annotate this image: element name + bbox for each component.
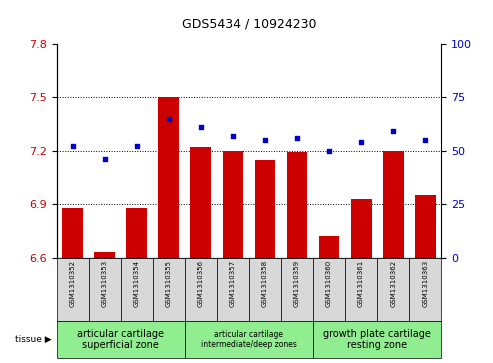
Point [421,137,429,143]
Text: articular cartilage
superficial zone: articular cartilage superficial zone [77,329,164,350]
Point [261,137,269,143]
Point [133,143,141,149]
Text: GSM1310363: GSM1310363 [422,260,428,307]
Bar [345,258,377,321]
Bar [351,199,372,258]
Bar [377,258,409,321]
Point [389,129,397,134]
Text: GSM1310357: GSM1310357 [230,260,236,307]
Point [165,115,173,121]
Bar [158,97,179,258]
Point [293,135,301,141]
Text: articular cartilage
intermediate/deep zones: articular cartilage intermediate/deep zo… [201,330,297,349]
Bar [217,258,249,321]
Bar [185,258,217,321]
Text: GSM1310358: GSM1310358 [262,260,268,307]
Bar [185,321,313,358]
Point [229,133,237,139]
Point [197,124,205,130]
Text: GSM1310352: GSM1310352 [70,260,76,307]
Bar [281,258,313,321]
Point [69,143,77,149]
Bar [126,208,147,258]
Bar [121,258,153,321]
Bar [318,236,340,258]
Bar [222,151,244,258]
Point [325,148,333,154]
Text: GSM1310356: GSM1310356 [198,260,204,307]
Bar [313,321,441,358]
Bar [254,160,276,258]
Text: growth plate cartilage
resting zone: growth plate cartilage resting zone [323,329,431,350]
Text: GSM1310360: GSM1310360 [326,260,332,307]
Point [101,156,108,162]
Text: GSM1310361: GSM1310361 [358,260,364,307]
Bar [249,258,281,321]
Bar [94,252,115,258]
Bar [57,258,89,321]
Bar [383,151,404,258]
Bar [286,152,308,258]
Bar [415,195,436,258]
Bar [62,208,83,258]
Bar [153,258,185,321]
Point [357,139,365,145]
Bar [409,258,441,321]
Text: tissue ▶: tissue ▶ [15,335,51,344]
Bar [89,258,121,321]
Text: GSM1310359: GSM1310359 [294,260,300,307]
Text: GDS5434 / 10924230: GDS5434 / 10924230 [182,17,316,30]
Bar [313,258,345,321]
Text: GSM1310355: GSM1310355 [166,260,172,307]
Text: GSM1310353: GSM1310353 [102,260,108,307]
Bar [57,321,185,358]
Bar [190,147,211,258]
Text: GSM1310354: GSM1310354 [134,260,140,307]
Text: GSM1310362: GSM1310362 [390,260,396,307]
